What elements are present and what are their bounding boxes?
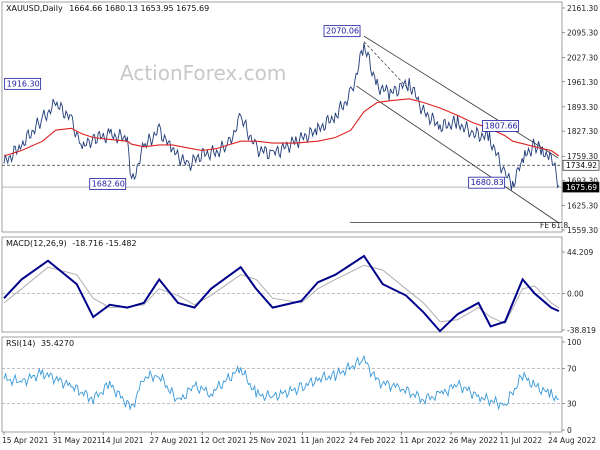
channel-lower-line (356, 85, 559, 223)
price-tag-box (562, 181, 600, 193)
rsi-ytick-label: 30 (567, 400, 577, 409)
xtick-label: 11 Apr 2022 (399, 436, 446, 445)
price-tag-text: 1734.92 (566, 161, 597, 170)
macd-signal-line (3, 264, 560, 325)
channel-dashed-line (363, 41, 410, 90)
annotation-text: 1682.60 (92, 180, 125, 189)
xtick-label: 26 May 2022 (449, 436, 498, 445)
label-2070-06: 2070.06 (323, 25, 361, 38)
series-lines (3, 42, 560, 411)
price-ytick-label: 2027.30 (567, 53, 598, 62)
xtick-label: 31 May 2021 (53, 436, 102, 445)
annotation-box (89, 178, 127, 190)
price-tag-text: 1675.69 (566, 183, 597, 192)
price-ytick-label: 2161.30 (567, 4, 598, 13)
rsi-label: RSI(14) (6, 339, 35, 348)
rsi-ytick-label: 70 (567, 364, 577, 373)
x-axis-ticks: 15 Apr 2021 31 May 2021 14 Jul 2021 27 Aug … (2, 432, 596, 445)
label-1680-83: 1680.83 (468, 176, 506, 189)
rsi-title: RSI(14) 35.4270 (6, 339, 74, 348)
chart-title: XAUUSD,Daily 1664.66 1680.13 1653.95 167… (6, 4, 209, 13)
annotation-box (4, 77, 42, 90)
price-ytick-label: 1559.30 (567, 226, 598, 235)
current-price-tag: 1675.69 (562, 181, 600, 193)
price-panel-frame (1, 1, 563, 233)
xtick-label: 12 Oct 2021 (200, 436, 247, 445)
macd-label: MACD(12,26,9) (6, 239, 67, 248)
xtick-label: 24 Feb 2022 (349, 436, 396, 445)
label-1916-30: 1916.30 (4, 77, 42, 90)
price-ytick-label: 1759.30 (567, 152, 598, 161)
xtick-label: 11 Jul 2022 (500, 436, 543, 445)
rsi-value: 35.4270 (41, 339, 74, 348)
label-1807-66: 1807.66 (482, 120, 519, 132)
reference-lines (2, 164, 562, 404)
fe-61-8-label: FE 61.8 (540, 221, 568, 230)
annotation-text: 2070.06 (326, 27, 359, 36)
level-price-tag: 1734.92 (562, 159, 600, 171)
xtick-label: 11 Jan 2022 (300, 436, 345, 445)
macd-ytick-label: 0.00 (567, 290, 584, 299)
price-ytick-label: 2095.30 (567, 28, 598, 37)
y-axis-ticks: 2161.30 2095.30 2027.30 1961.30 1893.30 1827.… (562, 4, 600, 435)
price-ytick-label: 1625.30 (567, 202, 598, 211)
xtick-label: 27 Aug 2021 (150, 436, 198, 445)
channel-upper-line (363, 35, 559, 159)
macd-ytick-label: 44.209 (567, 248, 593, 257)
macd-title: MACD(12,26,9) -18.716 -15.482 (6, 239, 137, 248)
label-1682-60: 1682.60 (89, 178, 127, 190)
annotation-text: 1807.66 (485, 121, 518, 130)
watermark: ActionForex.com (120, 61, 286, 85)
moving-average-line (3, 98, 560, 157)
xtick-label: 25 Nov 2021 (249, 436, 297, 445)
price-ytick-label: 1827.30 (567, 127, 598, 136)
price-ytick-label: 1693.30 (567, 177, 598, 186)
price-ytick-label: 1961.30 (567, 78, 598, 87)
macd-values: -18.716 -15.482 (72, 239, 136, 248)
annotation-box (468, 176, 506, 189)
trend-channel (356, 35, 559, 223)
annotation-text: 1680.83 (471, 178, 504, 187)
rsi-ytick-label: 100 (567, 338, 582, 347)
price-annotations: 1916.30 1682.60 2070.06 1807.66 1680.83 FE 61… (4, 25, 568, 230)
xtick-label: 15 Apr 2021 (2, 436, 49, 445)
macd-panel-frame (1, 236, 563, 333)
rsi-line (3, 354, 560, 411)
price-ytick-label: 1893.30 (567, 103, 598, 112)
ohlc-values: 1664.66 1680.13 1653.95 1675.69 (69, 4, 209, 13)
price-tag-box (562, 159, 600, 171)
annotation-box (323, 25, 361, 38)
symbol-label: XAUUSD,Daily (6, 4, 63, 13)
annotation-box (482, 120, 519, 132)
rsi-ytick-label: 0 (567, 426, 572, 435)
xtick-label: 24 Aug 2022 (548, 436, 596, 445)
xtick-label: 14 Jul 2021 (101, 436, 144, 445)
macd-line (3, 254, 560, 333)
macd-ytick-label: -38.819 (567, 326, 596, 335)
rsi-panel-frame (1, 336, 563, 433)
annotation-text: 1916.30 (7, 79, 40, 88)
